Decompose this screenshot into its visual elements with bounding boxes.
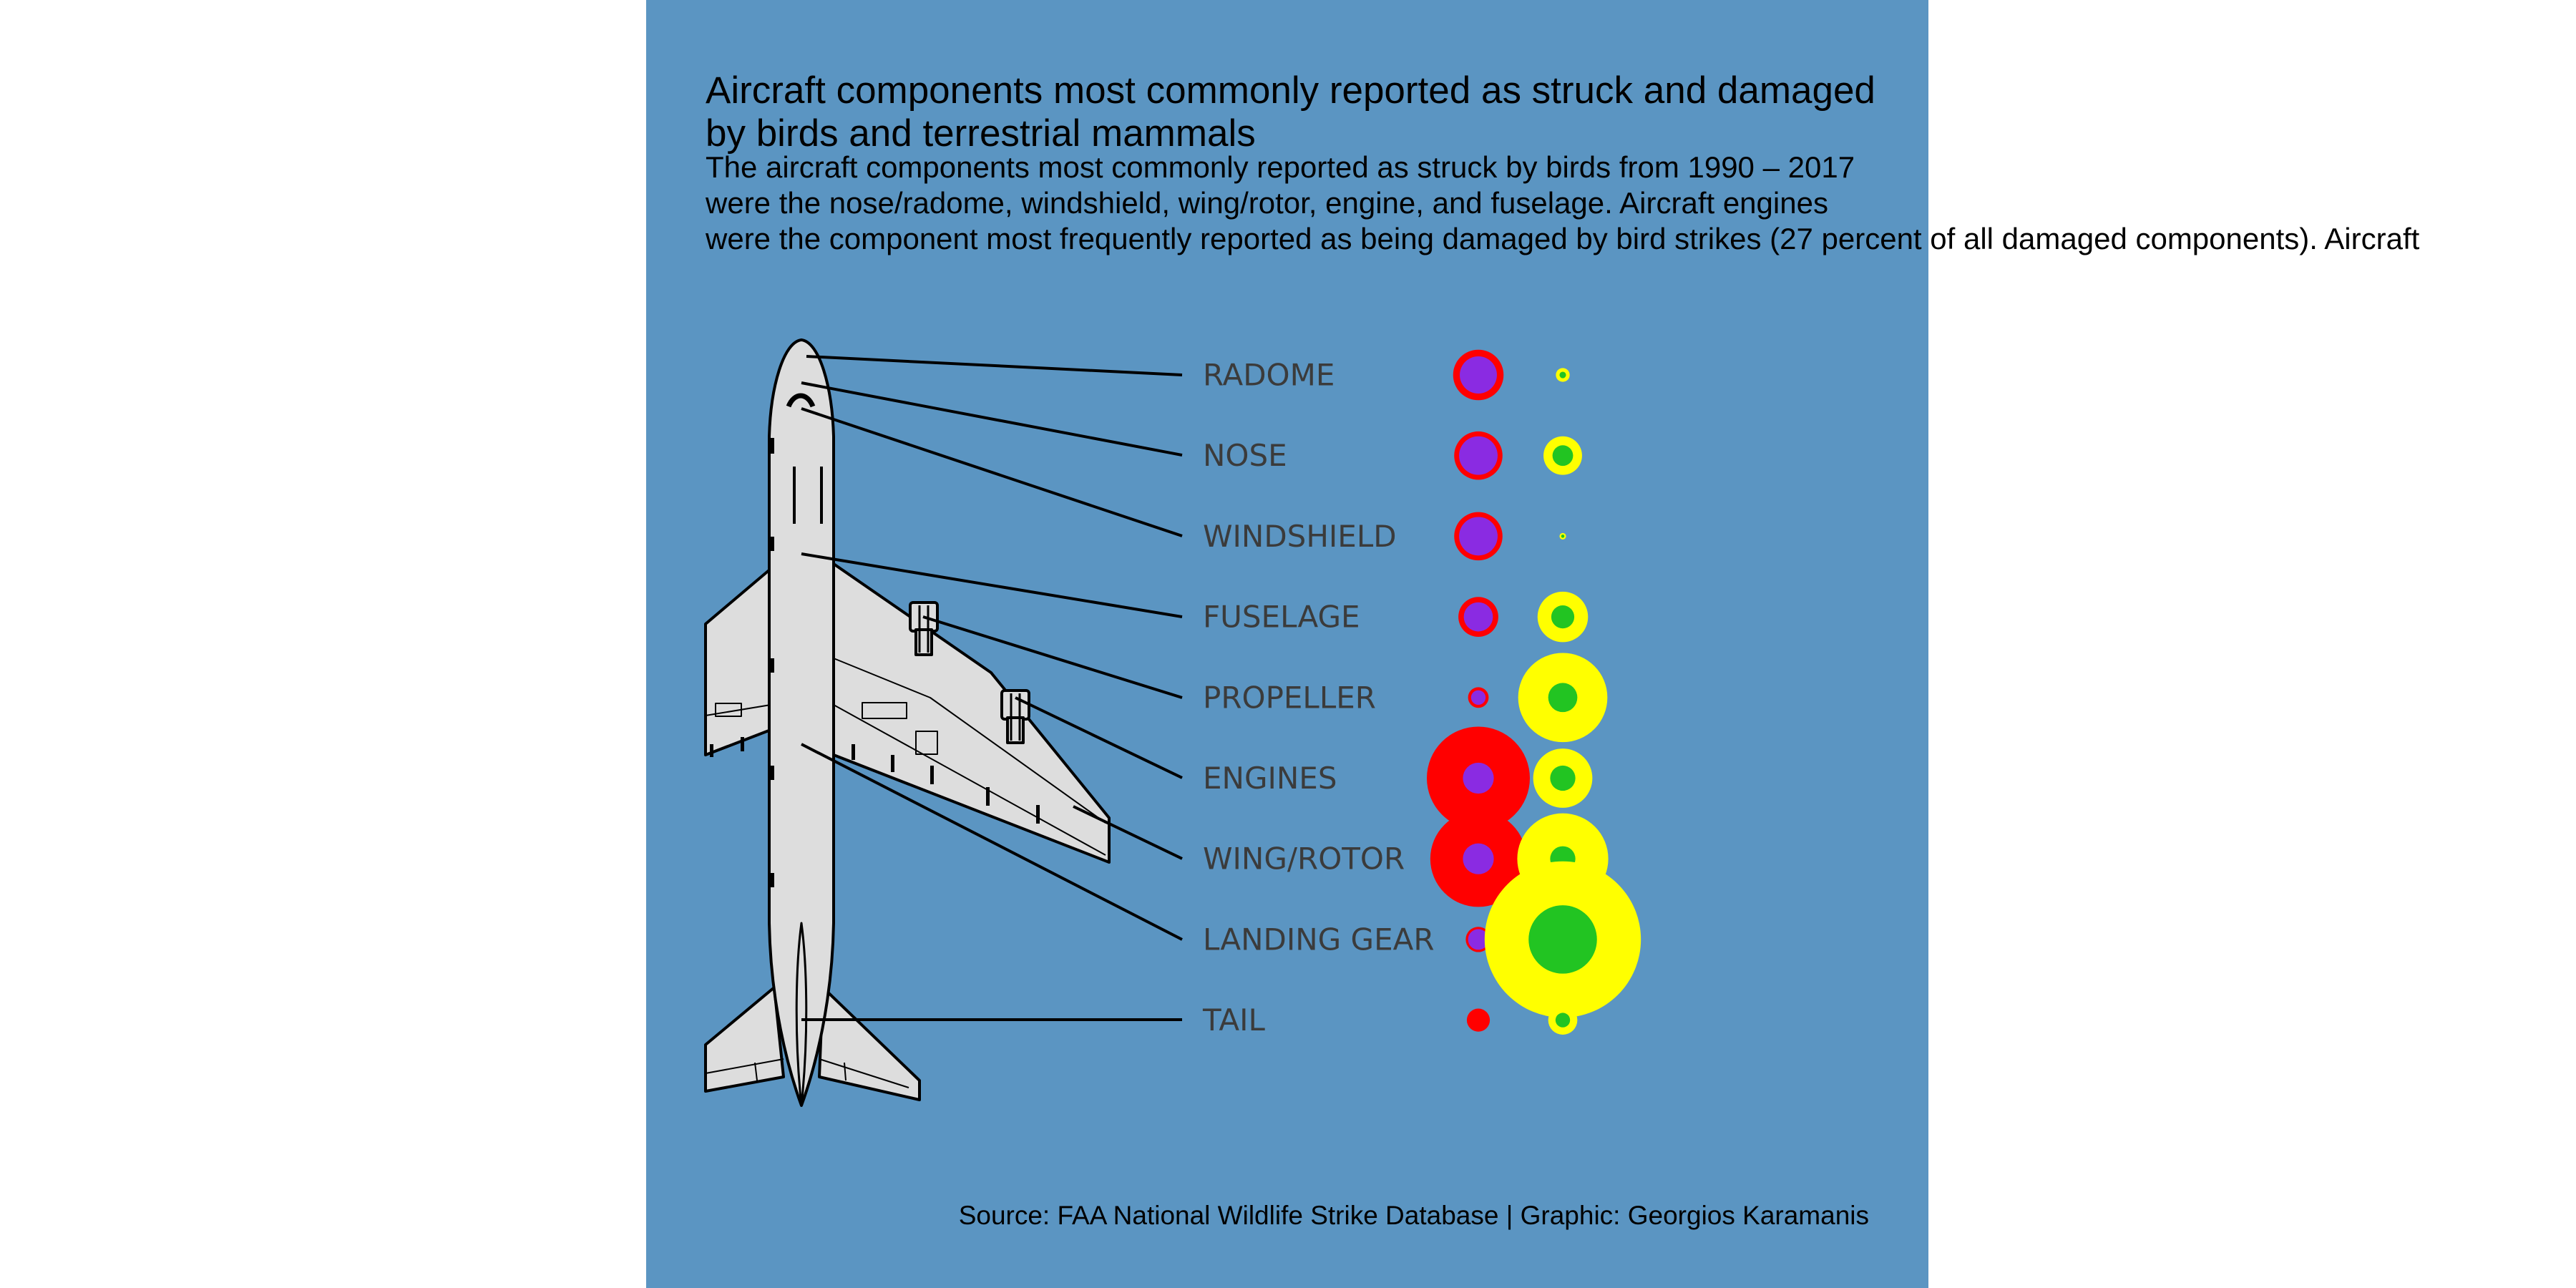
right-stabilizer <box>818 986 921 1101</box>
chart-subtitle-line-2: were the nose/radome, windshield, wing/r… <box>706 186 1828 220</box>
chart-title-line-1: Aircraft components most commonly report… <box>706 69 1875 112</box>
flap-fairings <box>710 737 1040 824</box>
mammals-damaged-bubble-tail <box>1555 1013 1571 1028</box>
category-label-windshield: WINDSHIELD <box>1203 519 1397 554</box>
left-wing <box>704 567 772 756</box>
birds-damaged-bubble-nose <box>1459 436 1498 475</box>
cockpit-window <box>786 393 816 408</box>
birds-struck-bubble-tail <box>1466 1008 1491 1032</box>
category-label-nose: NOSE <box>1203 438 1287 473</box>
chart-subtitle-line-1: The aircraft components most commonly re… <box>706 150 1855 184</box>
birds-damaged-bubble-radome <box>1460 356 1497 394</box>
category-label-landing-gear: LANDING GEAR <box>1203 922 1435 957</box>
mammals-damaged-bubble-windshield <box>1561 535 1565 538</box>
fuselage-windows <box>771 438 823 887</box>
mammals-damaged-bubble-nose <box>1552 445 1574 467</box>
engine-outer <box>1000 689 1030 744</box>
chart-caption: Source: FAA National Wildlife Strike Dat… <box>958 1201 1869 1230</box>
birds-damaged-bubble-landing-gear <box>1468 929 1489 950</box>
leader-wing-rotor <box>1073 805 1183 860</box>
category-label-propeller: PROPELLER <box>1203 680 1376 715</box>
category-labels: RADOME NOSE WINDSHIELD FUSELAGE PROPELLER ENG… <box>1202 358 1435 1038</box>
leader-fuselage <box>801 552 1183 618</box>
birds-damaged-bubble-wing-rotor <box>1463 843 1494 874</box>
mammals-damaged-bubble-propeller <box>1548 683 1578 713</box>
category-label-engines: ENGINES <box>1203 761 1337 796</box>
mammals-damaged-bubble-engines <box>1550 765 1576 791</box>
bubbles <box>1427 349 1641 1035</box>
birds-damaged-bubble-engines <box>1463 762 1494 794</box>
birds-damaged-bubble-propeller <box>1470 690 1486 705</box>
birds-damaged-bubble-fuselage <box>1463 602 1493 632</box>
stabilizer-detail <box>705 1058 909 1088</box>
tail-fin <box>795 922 808 1107</box>
leader-lines <box>801 355 1183 1021</box>
category-label-tail: TAIL <box>1202 1002 1266 1038</box>
wing-flaps <box>705 658 1106 856</box>
mammals-damaged-bubble-landing-gear <box>1528 905 1597 974</box>
category-label-fuselage: FUSELAGE <box>1203 600 1360 635</box>
airplane-illustration <box>704 338 1111 1107</box>
fuselage <box>768 338 835 1107</box>
left-stabilizer <box>704 986 785 1093</box>
leader-nose <box>801 381 1183 457</box>
birds-damaged-bubble-windshield <box>1459 517 1498 556</box>
chart-subtitle-line-3: were the component most frequently repor… <box>706 222 2420 255</box>
category-label-wing-rotor: WING/ROTOR <box>1203 841 1405 877</box>
leader-windshield <box>801 407 1183 537</box>
chart-title-line-2: by birds and terrestrial mammals <box>706 112 1256 155</box>
category-label-radome: RADOME <box>1203 358 1335 393</box>
mammals-damaged-bubble-radome <box>1559 371 1566 379</box>
leader-engines <box>1015 696 1183 779</box>
leader-landing-gear <box>801 743 1183 941</box>
right-wing <box>832 562 1111 864</box>
leader-propeller <box>922 615 1183 699</box>
leader-radome <box>806 355 1183 376</box>
mammals-damaged-bubble-fuselage <box>1551 605 1575 629</box>
